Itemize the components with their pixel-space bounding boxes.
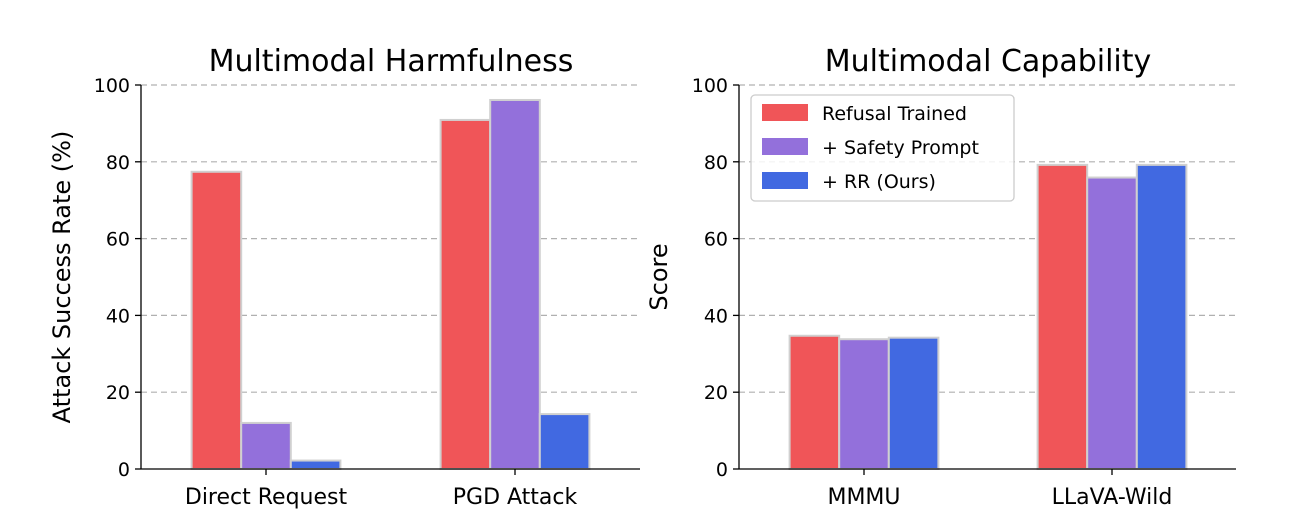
- y-ticks: 0 20 40 60 80 100: [94, 75, 141, 481]
- bar-llava-wild-rr-ours: [1135, 163, 1188, 470]
- y-tick-label: 20: [106, 382, 130, 404]
- chart-title: Multimodal Harmfulness: [209, 44, 574, 79]
- bar-llava-wild-refusal-trained: [1036, 163, 1089, 470]
- y-ticks: 0 20 40 60 80 100: [692, 75, 739, 481]
- x-tick-label: PGD Attack: [453, 485, 578, 510]
- y-tick-label: 100: [94, 75, 130, 97]
- legend-swatch-rr-ours: [762, 172, 808, 189]
- legend-swatch-safety-prompt: [762, 138, 808, 155]
- y-tick-label: 80: [704, 152, 728, 174]
- y-axis-label: Attack Success Rate (%): [48, 131, 76, 424]
- bar-pgd-attack-rr-ours: [538, 413, 591, 471]
- y-tick-label: 40: [704, 305, 728, 327]
- chart-title: Multimodal Capability: [825, 44, 1152, 79]
- bars: [190, 98, 591, 471]
- legend-label-refusal-trained: Refusal Trained: [822, 103, 967, 125]
- y-tick-label: 0: [716, 459, 728, 481]
- x-tick-label: Direct Request: [185, 485, 348, 510]
- y-tick-label: 0: [118, 459, 130, 481]
- bar-mmmu-safety-prompt: [838, 338, 890, 471]
- bar-direct-request-refusal-trained: [190, 170, 243, 470]
- y-tick-label: 40: [106, 305, 130, 327]
- legend-label-rr-ours: + RR (Ours): [822, 171, 936, 193]
- bar-pgd-attack-refusal-trained: [439, 118, 492, 470]
- legend-label-safety-prompt: + Safety Prompt: [822, 137, 979, 159]
- x-tick-label: LLaVA-Wild: [1052, 485, 1173, 510]
- chart-harmfulness: Multimodal Harmfulness Attack Success Ra…: [48, 44, 640, 510]
- bar-direct-request-rr-ours: [289, 459, 342, 471]
- bars: [788, 163, 1188, 471]
- legend-box: [750, 94, 1015, 202]
- bar-llava-wild-safety-prompt: [1086, 176, 1138, 470]
- bar-mmmu-refusal-trained: [788, 334, 841, 471]
- legend: Refusal Trained + Safety Prompt + RR (Ou…: [750, 94, 1015, 202]
- y-tick-label: 60: [704, 229, 728, 251]
- bar-direct-request-safety-prompt: [240, 421, 292, 471]
- bar-mmmu-rr-ours: [887, 336, 940, 470]
- legend-swatch-refusal-trained: [762, 104, 808, 121]
- y-tick-label: 60: [106, 229, 130, 251]
- y-tick-label: 80: [106, 152, 130, 174]
- x-tick-label: MMMU: [827, 485, 900, 510]
- x-ticks: Direct Request PGD Attack: [185, 469, 578, 510]
- y-axis-label: Score: [645, 243, 673, 310]
- chart-capability: Multimodal Capability Score 0 20 40 60 80 100…: [645, 44, 1236, 510]
- y-tick-label: 100: [692, 75, 728, 97]
- x-ticks: MMMU LLaVA-Wild: [827, 469, 1172, 510]
- y-tick-label: 20: [704, 382, 728, 404]
- bar-pgd-attack-safety-prompt: [489, 98, 541, 470]
